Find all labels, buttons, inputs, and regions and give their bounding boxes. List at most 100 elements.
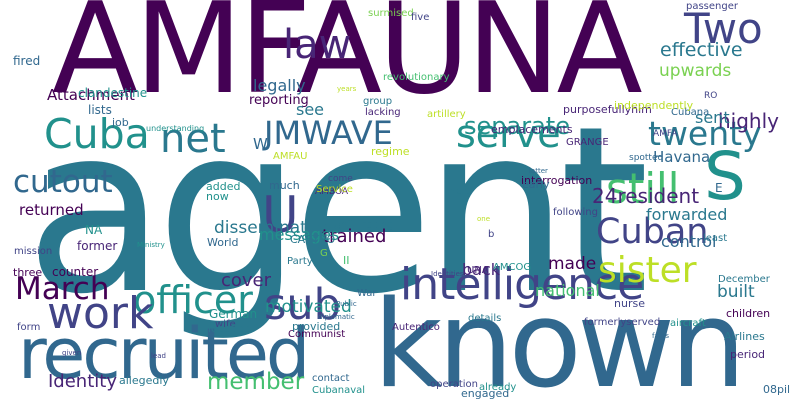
cloud-word: following — [553, 207, 598, 218]
cloud-word: AMBOA — [315, 187, 349, 197]
cloud-word: Airlines — [724, 330, 765, 343]
cloud-word: March — [15, 271, 110, 307]
cloud-word: sent — [695, 108, 730, 127]
cloud-word: least — [703, 233, 728, 244]
cloud-word: CASTRO — [290, 233, 336, 246]
cloud-word: control — [661, 232, 717, 251]
cloud-word: 24resident — [592, 184, 700, 208]
cloud-word: allegedly — [119, 374, 169, 387]
cloud-word: law — [283, 22, 352, 68]
cloud-word: independently — [614, 99, 694, 112]
cloud-word: sub — [264, 280, 341, 330]
cloud-word: motivated — [265, 297, 352, 317]
cloud-word: Cubanaval — [312, 385, 366, 396]
cloud-word: facts — [652, 332, 669, 340]
cloud-word: Communist — [288, 329, 346, 340]
cloud-word: Autentico — [392, 322, 440, 333]
cloud-word: now — [206, 190, 229, 203]
cloud-word: period — [730, 348, 766, 361]
cloud-word: known — [373, 276, 746, 405]
cloud-word: net — [160, 116, 226, 162]
cloud-word: wife — [215, 319, 236, 330]
cloud-word: infiltrating — [337, 218, 394, 231]
cloud-word: NA — [85, 223, 103, 237]
cloud-word: clandestine — [78, 86, 148, 100]
cloud-word: diplomatic — [318, 313, 355, 321]
cloud-word: separate — [464, 112, 570, 140]
cloud-word: location — [208, 322, 252, 335]
cloud-word: one — [477, 215, 491, 223]
cloud-word: December — [718, 274, 770, 285]
cloud-word: Cubana — [671, 107, 710, 118]
cloud-word: latter — [529, 167, 548, 175]
cloud-word: reporting — [249, 93, 309, 108]
cloud-word: highly — [718, 109, 779, 133]
cloud-word: form — [17, 322, 41, 333]
cloud-word: cutout — [13, 164, 113, 200]
cloud-word: member — [207, 369, 305, 395]
cloud-word: three — [13, 266, 43, 279]
cloud-word: lead — [151, 352, 166, 360]
cloud-word: built — [717, 282, 755, 302]
cloud-word: World — [207, 236, 239, 249]
cloud-word: AMFA — [653, 129, 678, 139]
cloud-word: much — [269, 179, 300, 192]
cloud-word: provided — [292, 320, 341, 333]
cloud-word: Service — [316, 184, 353, 195]
cloud-word: Attachment — [47, 86, 135, 104]
cloud-word: fired — [13, 54, 41, 68]
cloud-word: twenty — [648, 114, 762, 153]
cloud-word: intelligence — [400, 259, 644, 310]
cloud-word: Havana — [653, 148, 711, 166]
cloud-word: national — [535, 281, 600, 300]
cloud-word: cover — [221, 270, 272, 291]
cloud-word: AMFAUNA — [52, 0, 643, 122]
cloud-word: disseminations — [214, 218, 342, 238]
cloud-word: see — [296, 100, 325, 119]
cloud-word: S — [704, 138, 746, 215]
cloud-word: II — [343, 254, 350, 267]
cloud-word: work — [47, 288, 154, 339]
cloud-word: Party — [287, 256, 313, 267]
cloud-word: 08pilots — [763, 383, 790, 396]
cloud-word: operation — [430, 379, 479, 390]
cloud-word: War — [357, 288, 377, 299]
cloud-word: surmised — [368, 8, 414, 19]
cloud-word: Identities — [431, 270, 464, 278]
cloud-word: Ministry — [137, 241, 165, 249]
cloud-word: interrogation — [521, 174, 593, 187]
cloud-word: Cuba — [44, 110, 150, 158]
cloud-word: lists — [88, 103, 112, 117]
cloud-word: Identity — [48, 371, 117, 392]
cloud-word: E — [715, 181, 723, 195]
cloud-word: engaged — [461, 387, 510, 400]
cloud-word: held — [449, 186, 471, 197]
cloud-word: upwards — [659, 61, 732, 81]
cloud-word: German — [209, 307, 258, 321]
cloud-word: W — [253, 135, 268, 153]
cloud-word: trained — [322, 226, 387, 247]
cloud-word: five — [411, 12, 430, 23]
cloud-word: emplacements — [491, 123, 573, 136]
cloud-word: agent — [25, 78, 649, 345]
cloud-word: given — [62, 349, 82, 357]
cloud-word: recruited — [18, 313, 310, 395]
cloud-word: AMCOG — [493, 262, 532, 273]
cloud-word: sister — [598, 250, 697, 291]
cloud-word: details — [468, 313, 502, 324]
cloud-word: JMWAVE — [264, 114, 393, 152]
cloud-word: regime — [371, 145, 410, 158]
cloud-word: early — [522, 178, 550, 191]
cloud-word: purposefullyhim — [563, 103, 652, 116]
cloud-word: contact — [312, 373, 350, 384]
cloud-word: added — [206, 180, 241, 193]
cloud-word: job — [112, 116, 129, 129]
cloud-word: legally — [253, 76, 306, 95]
cloud-word: years — [337, 85, 357, 93]
cloud-word: back — [462, 260, 501, 279]
cloud-word: effective — [660, 39, 743, 61]
cloud-word: made — [548, 254, 597, 274]
cloud-word: already — [479, 382, 517, 393]
cloud-word: officer — [133, 278, 253, 322]
cloud-word: spotted — [629, 153, 664, 163]
